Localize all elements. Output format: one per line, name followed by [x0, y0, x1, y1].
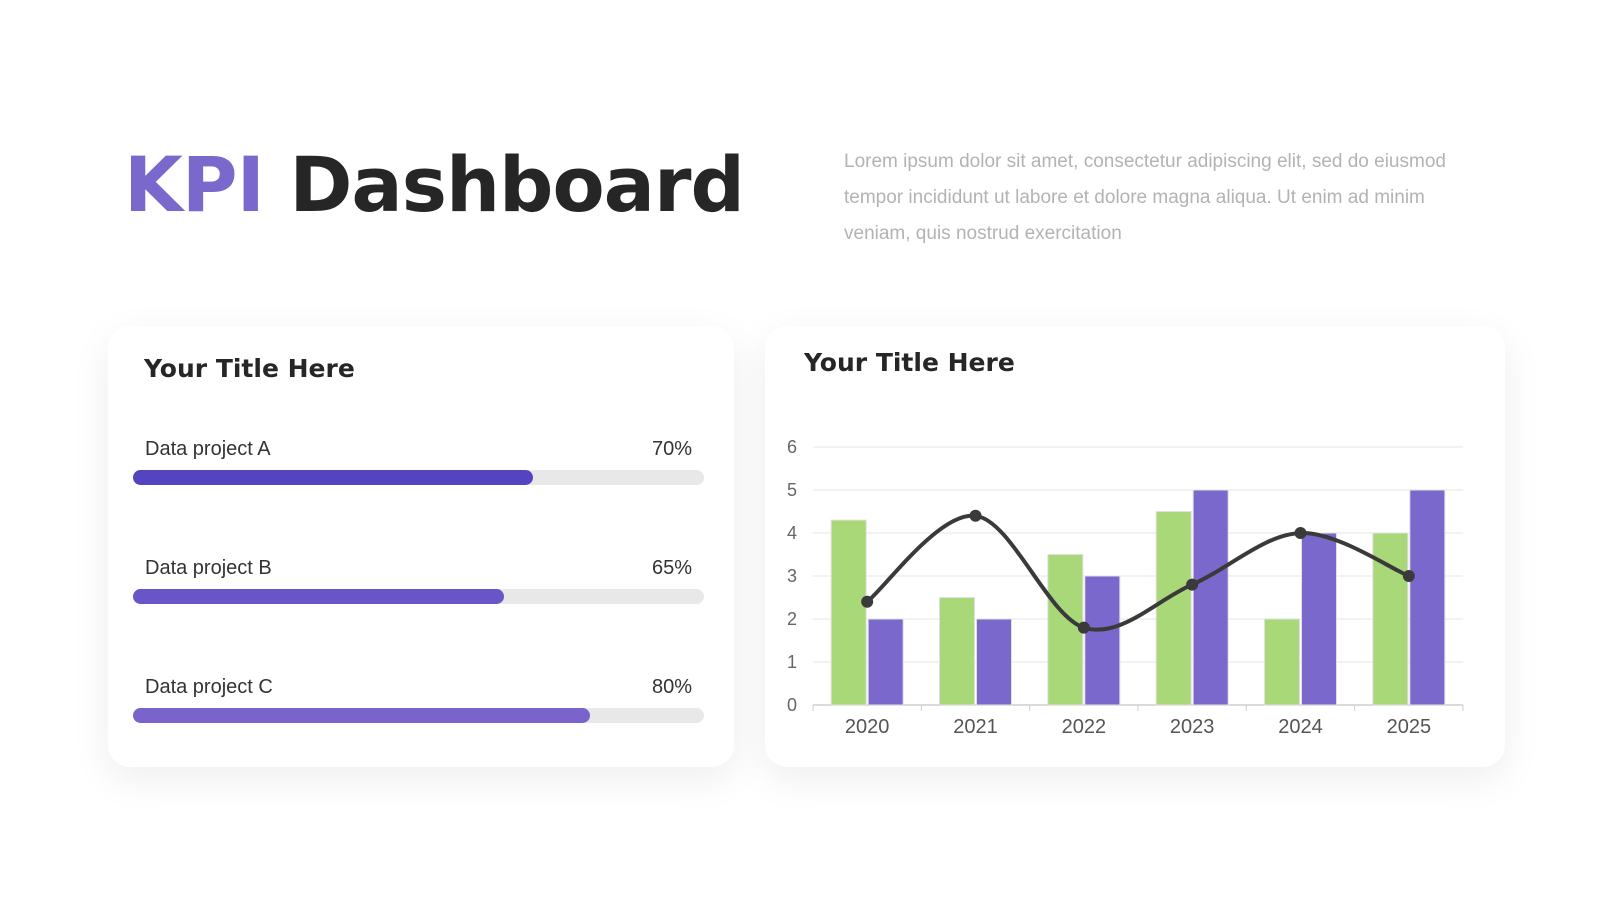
progress-card: Your Title Here Data project A 70% Data pr…	[108, 326, 734, 767]
line-point	[1294, 527, 1307, 539]
progress-track	[133, 708, 704, 723]
progress-value: 65%	[651, 557, 692, 579]
bar	[1409, 489, 1446, 706]
line-point	[861, 595, 874, 608]
bar	[939, 597, 975, 706]
card-title: Your Title Here	[804, 348, 1015, 377]
line-point	[1186, 578, 1199, 591]
bar	[830, 519, 867, 706]
bar	[976, 618, 1012, 706]
bar	[1372, 532, 1409, 706]
progress-label: Data project A	[145, 438, 271, 460]
bar	[1047, 554, 1084, 706]
progress-label: Data project B	[145, 557, 272, 579]
y-tick-label: 6	[787, 437, 797, 457]
card-title: Your Title Here	[144, 354, 355, 383]
progress-row: Data project A 70%	[133, 438, 704, 488]
title-main: Dashboard	[289, 140, 744, 229]
line-point	[1077, 621, 1090, 634]
bar	[1301, 532, 1337, 706]
x-tick-label: 2025	[1387, 716, 1432, 738]
chart-card: Your Title Here 0 1 2 3 4 5 6 2020 2021 2022 2023 2…	[765, 326, 1505, 767]
x-tick-label: 2021	[953, 716, 998, 738]
progress-value: 80%	[651, 676, 692, 698]
progress-value: 70%	[651, 438, 692, 460]
progress-fill	[133, 589, 505, 604]
x-tick-label: 2020	[845, 716, 890, 738]
progress-row: Data project C 80%	[133, 676, 704, 726]
y-tick-label: 0	[787, 695, 797, 715]
combo-chart: 0 1 2 3 4 5 6 2020 2021 2022 2023 2024 2025	[787, 437, 1464, 738]
bar	[1192, 489, 1229, 706]
x-tick-label: 2022	[1062, 716, 1107, 738]
bar	[1264, 618, 1300, 706]
progress-fill	[133, 708, 590, 723]
y-tick-label: 1	[787, 652, 797, 672]
progress-track	[133, 589, 704, 604]
x-tick-label: 2023	[1170, 716, 1215, 738]
y-tick-label: 3	[787, 566, 797, 586]
progress-label: Data project C	[145, 676, 273, 698]
x-tick-label: 2024	[1278, 716, 1323, 738]
line-point	[1402, 570, 1415, 582]
description: Lorem ipsum dolor sit amet, consectetur …	[844, 151, 1446, 244]
page-title: KPI Dashboard	[124, 140, 745, 229]
bar	[867, 618, 904, 706]
y-tick-label: 5	[787, 480, 797, 500]
line	[865, 513, 1410, 632]
line-point	[969, 509, 982, 522]
y-tick-label: 4	[787, 523, 797, 543]
bar	[1155, 511, 1192, 706]
progress-track	[133, 470, 704, 485]
y-tick-label: 2	[787, 609, 797, 629]
progress-row: Data project B 65%	[133, 557, 704, 607]
title-accent: KPI	[124, 140, 265, 229]
progress-fill	[133, 470, 533, 485]
bar	[1084, 575, 1121, 706]
